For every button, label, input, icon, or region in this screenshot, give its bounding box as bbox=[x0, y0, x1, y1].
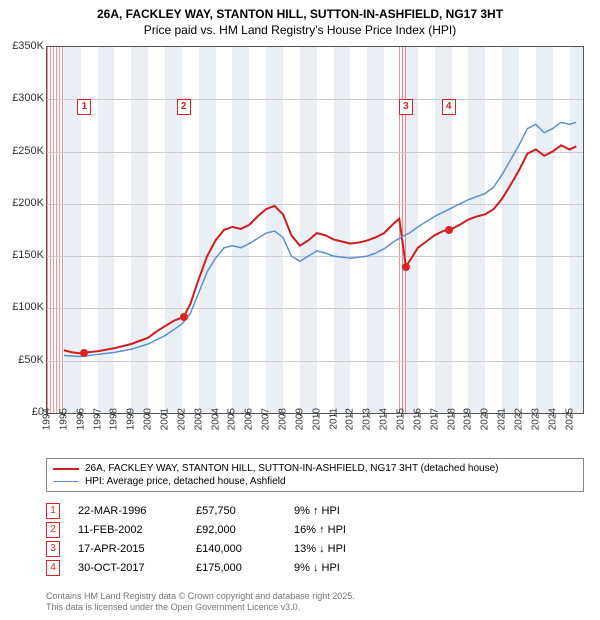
legend-item: HPI: Average price, detached house, Ashf… bbox=[53, 475, 577, 488]
event-date: 17-APR-2015 bbox=[78, 543, 178, 555]
series-hpi bbox=[64, 122, 576, 356]
event-number: 4 bbox=[46, 560, 60, 576]
event-date: 30-OCT-2017 bbox=[78, 562, 178, 574]
y-axis-label: £350K bbox=[0, 40, 44, 52]
series-property bbox=[64, 145, 576, 353]
y-axis-label: £250K bbox=[0, 145, 44, 157]
chart-svg bbox=[47, 47, 583, 413]
event-marker: 4 bbox=[442, 99, 456, 115]
legend-swatch bbox=[53, 481, 79, 482]
event-number: 3 bbox=[46, 541, 60, 557]
event-number: 2 bbox=[46, 522, 60, 538]
event-dot bbox=[445, 226, 453, 234]
y-axis-label: £0 bbox=[0, 406, 44, 418]
chart-title: 26A, FACKLEY WAY, STANTON HILL, SUTTON-I… bbox=[0, 0, 600, 38]
legend-item: 26A, FACKLEY WAY, STANTON HILL, SUTTON-I… bbox=[53, 462, 577, 475]
event-row: 2 11-FEB-2002 £92,000 16% ↑ HPI bbox=[46, 522, 394, 538]
event-dot bbox=[80, 349, 88, 357]
y-axis-label: £150K bbox=[0, 249, 44, 261]
event-price: £140,000 bbox=[196, 543, 276, 555]
y-axis-label: £300K bbox=[0, 92, 44, 104]
event-pct: 16% ↑ HPI bbox=[294, 524, 394, 536]
events-table: 1 22-MAR-1996 £57,750 9% ↑ HPI 2 11-FEB-2002 £… bbox=[46, 500, 394, 579]
event-price: £57,750 bbox=[196, 505, 276, 517]
event-marker: 3 bbox=[399, 99, 413, 115]
event-dot bbox=[402, 263, 410, 271]
footer-line1: Contains HM Land Registry data © Crown c… bbox=[46, 591, 355, 603]
event-date: 11-FEB-2002 bbox=[78, 524, 178, 536]
event-date: 22-MAR-1996 bbox=[78, 505, 178, 517]
event-pct: 13% ↓ HPI bbox=[294, 543, 394, 555]
event-pct: 9% ↓ HPI bbox=[294, 562, 394, 574]
event-price: £175,000 bbox=[196, 562, 276, 574]
y-axis-label: £200K bbox=[0, 197, 44, 209]
plot-area: 1994199519961997199819992000200120022003… bbox=[46, 46, 584, 414]
legend-label: 26A, FACKLEY WAY, STANTON HILL, SUTTON-I… bbox=[85, 463, 498, 474]
event-row: 4 30-OCT-2017 £175,000 9% ↓ HPI bbox=[46, 560, 394, 576]
event-dot bbox=[180, 313, 188, 321]
event-row: 3 17-APR-2015 £140,000 13% ↓ HPI bbox=[46, 541, 394, 557]
event-number: 1 bbox=[46, 503, 60, 519]
footer-line2: This data is licensed under the Open Gov… bbox=[46, 602, 355, 614]
legend-label: HPI: Average price, detached house, Ashf… bbox=[85, 476, 286, 487]
title-line2: Price paid vs. HM Land Registry's House … bbox=[0, 22, 600, 38]
y-axis-label: £50K bbox=[0, 354, 44, 366]
event-price: £92,000 bbox=[196, 524, 276, 536]
event-marker: 2 bbox=[177, 99, 191, 115]
chart-container: { "title_line1": "26A, FACKLEY WAY, STAN… bbox=[0, 0, 600, 620]
footer: Contains HM Land Registry data © Crown c… bbox=[46, 591, 355, 614]
y-axis-label: £100K bbox=[0, 301, 44, 313]
title-line1: 26A, FACKLEY WAY, STANTON HILL, SUTTON-I… bbox=[0, 6, 600, 22]
legend: 26A, FACKLEY WAY, STANTON HILL, SUTTON-I… bbox=[46, 458, 584, 492]
event-marker: 1 bbox=[77, 99, 91, 115]
event-pct: 9% ↑ HPI bbox=[294, 505, 394, 517]
event-row: 1 22-MAR-1996 £57,750 9% ↑ HPI bbox=[46, 503, 394, 519]
legend-swatch bbox=[53, 468, 79, 470]
